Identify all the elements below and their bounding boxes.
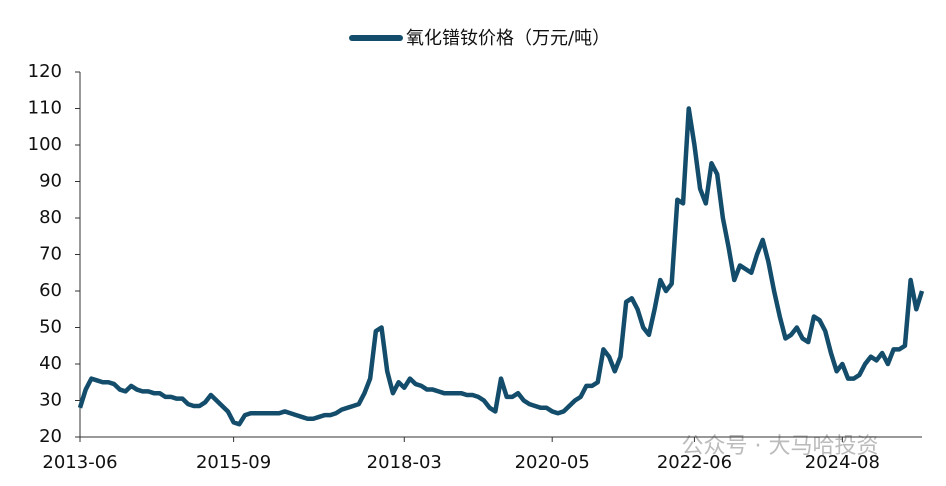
y-tick-label: 30 — [39, 390, 62, 411]
x-tick-label: 2022-06 — [657, 452, 732, 473]
x-tick-label: 2013-06 — [42, 452, 117, 473]
x-tick-label: 2018-03 — [367, 452, 442, 473]
y-tick-label: 40 — [39, 353, 62, 374]
x-tick-label: 2024-08 — [805, 452, 880, 473]
y-tick-label: 100 — [28, 134, 62, 155]
watermark: 公众号 · 大马哈投资 — [682, 434, 879, 459]
x-tick-label: 2020-05 — [515, 452, 590, 473]
y-tick-label: 110 — [28, 98, 62, 119]
legend-label: 氧化镨钕价格（万元/吨） — [406, 28, 610, 49]
y-tick-label: 80 — [39, 207, 62, 228]
y-tick-label: 90 — [39, 171, 62, 192]
y-tick-label: 50 — [39, 317, 62, 338]
series-line — [77, 106, 925, 427]
y-tick-label: 20 — [39, 426, 62, 447]
y-tick-label: 60 — [39, 280, 62, 301]
x-tick-label: 2015-09 — [196, 452, 271, 473]
y-tick-label: 120 — [28, 61, 62, 82]
y-tick-label: 70 — [39, 244, 62, 265]
